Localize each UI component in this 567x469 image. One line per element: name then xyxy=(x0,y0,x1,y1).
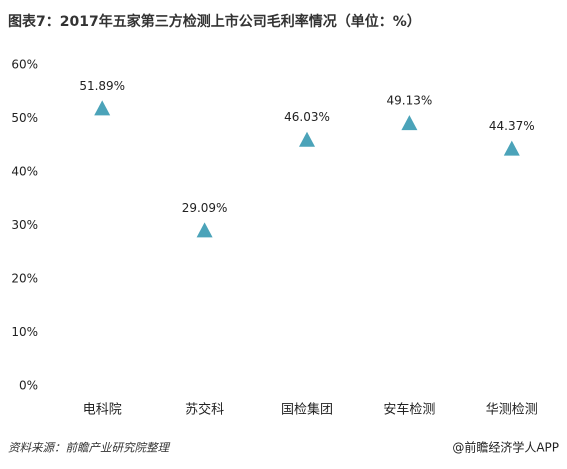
y-tick-label: 20% xyxy=(11,272,38,286)
credit: @前瞻经济学人APP xyxy=(452,440,559,455)
x-tick-label: 国检集团 xyxy=(281,402,333,418)
marker xyxy=(196,222,213,238)
source-note: 资料来源：前瞻产业研究院整理 xyxy=(8,441,170,455)
value-label: 29.09% xyxy=(182,201,228,215)
marker xyxy=(94,100,111,116)
y-tick-label: 60% xyxy=(11,58,38,72)
marker xyxy=(299,131,315,147)
x-tick-label: 苏交科 xyxy=(185,402,224,418)
y-tick-label: 30% xyxy=(11,218,38,232)
value-label: 44.37% xyxy=(489,119,535,133)
x-tick-label: 华测检测 xyxy=(486,403,538,418)
y-tick-label: 0% xyxy=(19,379,38,393)
x-tick-label: 安车检测 xyxy=(383,402,435,418)
value-label: 49.13% xyxy=(387,94,433,108)
y-tick-label: 50% xyxy=(11,111,38,125)
value-label: 46.03% xyxy=(284,110,330,124)
value-label: 51.89% xyxy=(79,79,125,93)
y-tick-label: 40% xyxy=(11,165,38,179)
x-tick-label: 电科院 xyxy=(83,403,122,418)
chart-title: 图表7：2017年五家第三方检测上市公司毛利率情况（单位：%） xyxy=(8,13,421,30)
y-tick-label: 10% xyxy=(11,325,38,339)
marker xyxy=(503,140,520,156)
marker xyxy=(401,115,418,131)
